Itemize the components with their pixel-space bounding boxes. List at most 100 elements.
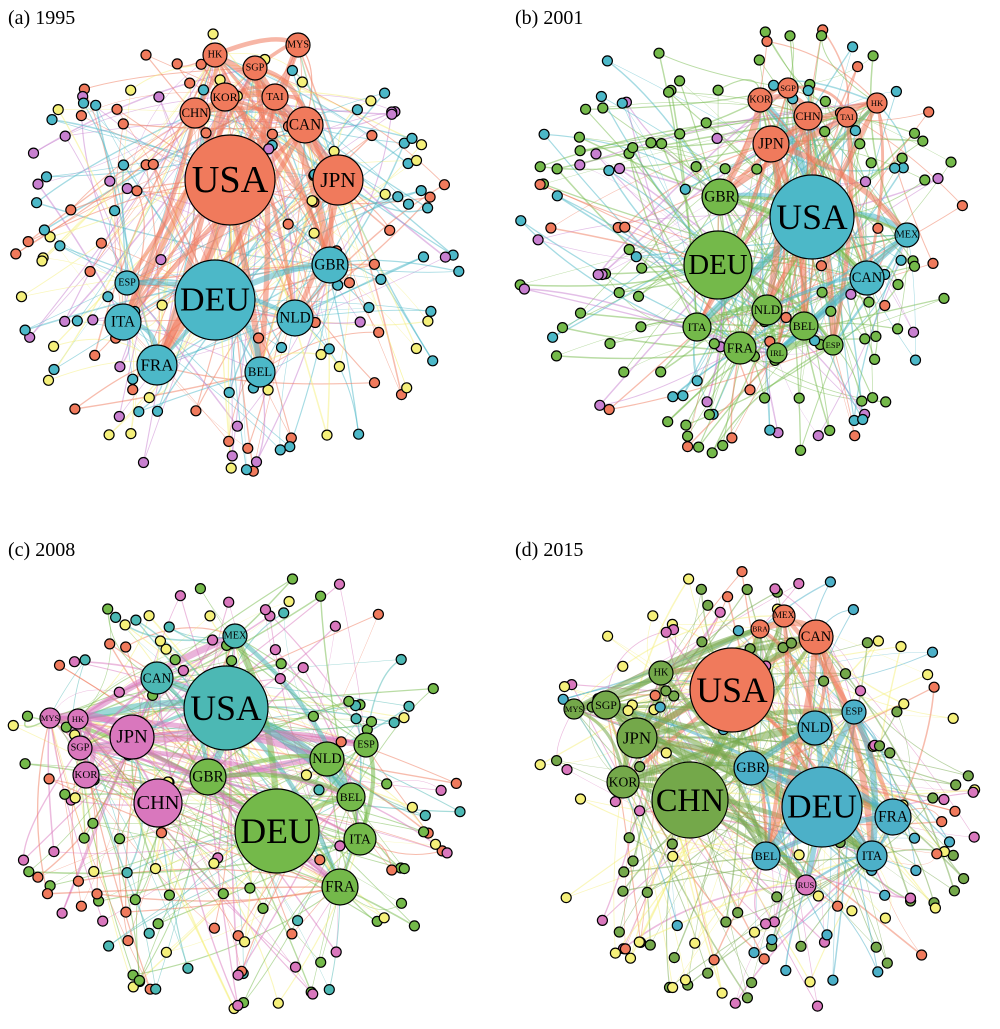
small-node — [133, 406, 145, 418]
small-node — [881, 957, 893, 969]
country-label: ESP — [826, 340, 841, 350]
small-node — [712, 84, 724, 96]
small-node — [908, 260, 921, 272]
small-node — [102, 940, 115, 952]
small-node — [263, 143, 275, 155]
small-node — [329, 620, 341, 632]
small-node — [151, 405, 164, 417]
country-node — [563, 698, 585, 720]
small-node — [889, 162, 901, 174]
small-node — [59, 788, 71, 800]
small-node — [849, 430, 861, 442]
small-node — [156, 299, 168, 311]
country-label: BEL — [793, 319, 815, 333]
country-label: ESP — [357, 740, 375, 751]
small-node — [919, 174, 931, 186]
country-label: NLD — [312, 751, 342, 767]
edge — [49, 758, 328, 886]
small-node — [149, 862, 162, 875]
small-node — [52, 103, 64, 116]
edge — [771, 816, 894, 940]
small-node — [103, 429, 115, 441]
edge — [320, 744, 367, 963]
edge — [64, 54, 216, 322]
small-node — [594, 399, 606, 411]
country-label: CHN — [656, 782, 724, 818]
edge — [557, 195, 778, 354]
edge — [629, 837, 807, 886]
small-node — [702, 967, 714, 979]
edge — [121, 164, 128, 284]
small-node — [872, 966, 884, 978]
small-node — [226, 450, 238, 462]
small-node — [313, 784, 325, 796]
edge — [809, 816, 894, 983]
small-node — [748, 946, 760, 959]
small-node — [596, 914, 609, 927]
edge — [607, 60, 908, 236]
small-node — [616, 97, 628, 109]
country-node — [202, 42, 228, 68]
small-node — [108, 205, 121, 217]
small-node — [708, 338, 720, 350]
small-node — [19, 758, 31, 770]
small-node — [422, 315, 434, 327]
small-node — [873, 740, 886, 752]
country-node — [606, 765, 640, 799]
edge — [667, 325, 805, 423]
country-label: KOR — [749, 95, 771, 106]
country-node — [184, 134, 276, 226]
small-node — [30, 197, 43, 209]
small-node — [917, 135, 929, 147]
small-node — [758, 953, 770, 965]
small-node — [764, 424, 776, 436]
small-node — [741, 583, 753, 596]
small-node — [680, 419, 692, 431]
country-label: ITA — [111, 314, 135, 331]
small-node — [42, 374, 55, 386]
edge — [85, 774, 353, 890]
edge — [297, 44, 408, 388]
country-label: RUS — [798, 880, 815, 890]
small-node — [534, 178, 546, 191]
edge — [255, 264, 331, 463]
small-node — [427, 355, 439, 367]
small-node — [207, 28, 219, 40]
small-node — [208, 922, 220, 934]
small-node — [647, 610, 659, 622]
edge — [707, 605, 855, 713]
small-node — [296, 76, 308, 88]
small-node — [375, 273, 387, 285]
small-node — [91, 888, 103, 900]
small-node — [155, 254, 167, 266]
small-node — [266, 128, 278, 140]
country-label: SGP — [595, 698, 617, 712]
small-node — [368, 258, 380, 270]
small-node — [46, 113, 58, 126]
small-node — [386, 108, 398, 120]
small-node — [154, 635, 166, 647]
country-node — [751, 841, 781, 871]
country-node — [651, 761, 729, 839]
edge — [622, 855, 873, 892]
small-node — [406, 132, 418, 144]
country-node — [133, 778, 183, 828]
small-node — [56, 907, 68, 919]
edge — [851, 710, 879, 857]
small-node — [75, 900, 88, 912]
country-node — [286, 106, 324, 144]
country-label: HK — [871, 98, 884, 108]
small-node — [870, 330, 882, 342]
country-label: NLD — [754, 303, 780, 317]
small-node — [968, 831, 980, 843]
edges — [13, 29, 975, 1009]
small-node — [143, 392, 155, 404]
edge — [669, 855, 873, 988]
small-node — [645, 137, 657, 149]
edge — [213, 53, 332, 266]
small-node — [79, 654, 91, 666]
small-node — [378, 912, 390, 924]
small-node — [410, 342, 422, 355]
small-node — [825, 305, 837, 317]
edge — [294, 256, 424, 319]
